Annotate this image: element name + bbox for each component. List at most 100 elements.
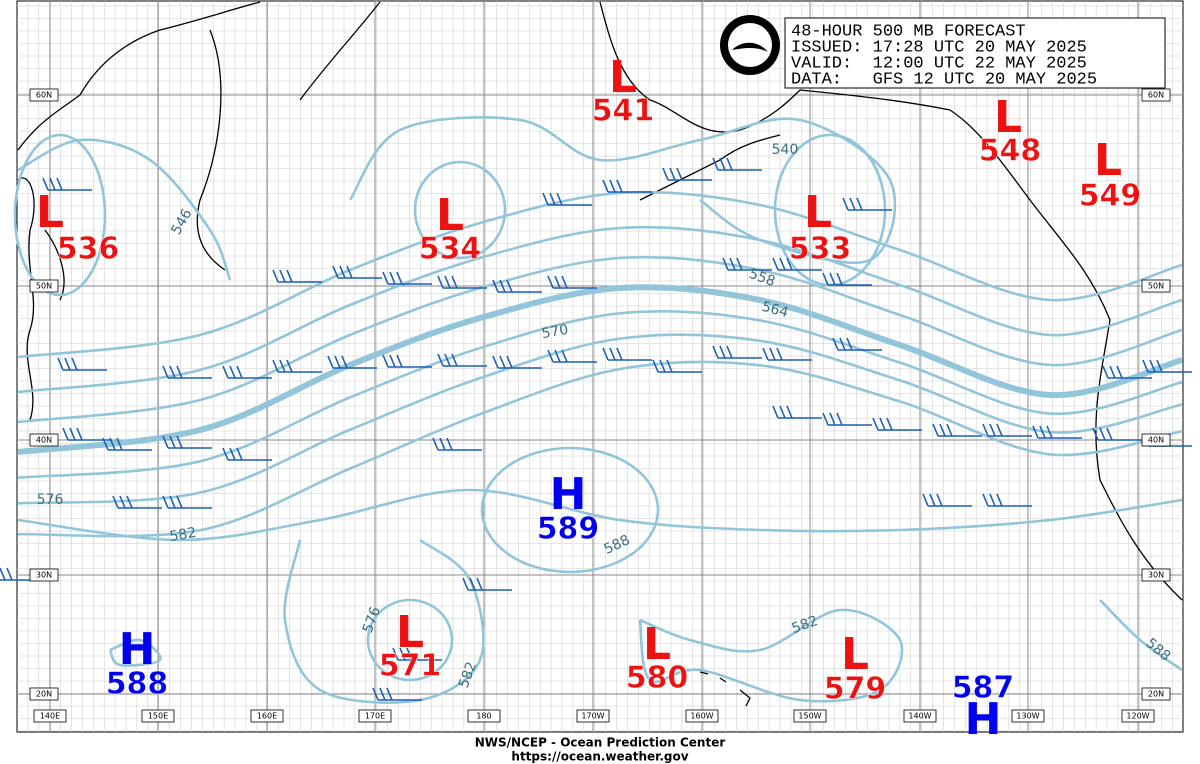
lat-label: 20N — [36, 690, 52, 699]
wind-barb — [772, 405, 822, 419]
lon-label-box — [685, 709, 719, 723]
lat-label: 60N — [36, 91, 52, 100]
wind-barb — [662, 167, 712, 181]
wind-barb — [327, 355, 377, 369]
wind-barb — [652, 359, 702, 373]
wind-barb — [42, 177, 92, 191]
center-value: 588 — [106, 667, 169, 702]
header-issued: ISSUED: 17:28 UTC 20 MAY 2025 — [791, 38, 1087, 57]
lon-label-box — [250, 709, 284, 723]
contour — [108, 638, 162, 667]
lat-label-box — [29, 568, 59, 582]
hawaii — [699, 671, 751, 707]
contour — [17, 333, 1183, 505]
lon-label-box — [1121, 709, 1155, 723]
center-value: 536 — [57, 232, 120, 267]
center-value: 541 — [592, 94, 655, 129]
lon-label-box — [467, 709, 501, 723]
lon-label-box — [903, 709, 937, 723]
center-letter: L — [643, 619, 671, 670]
wind-barb — [832, 337, 882, 351]
footer-agency: NWS/NCEP - Ocean Prediction Center — [475, 736, 726, 750]
lon-label: 180 — [476, 712, 491, 721]
contour — [480, 446, 660, 574]
lat-label-box — [1141, 88, 1171, 102]
lon-label-box — [358, 709, 392, 723]
wind-barb — [712, 345, 762, 359]
lat-label: 50N — [1148, 282, 1164, 291]
contour-label: 576 — [37, 492, 64, 508]
center-value: 533 — [789, 232, 852, 267]
wind-barb — [112, 495, 162, 509]
wind-barb — [822, 272, 872, 286]
contour — [17, 488, 1183, 542]
header-title: 48-HOUR 500 MB FORECAST — [791, 22, 1026, 41]
wind-barb — [722, 257, 772, 271]
wind-barb — [102, 437, 152, 451]
wind-barb — [1092, 427, 1142, 441]
wind-barb — [1032, 425, 1082, 439]
center-letter: L — [804, 187, 832, 238]
wind-barb — [492, 279, 542, 293]
lon-label: 170W — [581, 712, 604, 721]
grid — [17, 1, 1183, 732]
footer-url: https://ocean.weather.gov — [511, 750, 688, 764]
wind-barb — [547, 275, 597, 289]
wind-barb — [842, 197, 892, 211]
lat-label-box — [29, 279, 59, 293]
lat-label-box — [1141, 568, 1171, 582]
wind-barb — [162, 495, 212, 509]
contour — [1099, 599, 1183, 672]
lon-label: 140W — [908, 712, 931, 721]
wind-barb — [712, 157, 762, 171]
wind-barb — [392, 647, 442, 661]
wind-barb — [762, 347, 812, 361]
lon-label: 130W — [1016, 712, 1039, 721]
wind-barb — [382, 354, 432, 368]
contour — [17, 255, 1183, 424]
wind-barb — [547, 349, 597, 363]
lon-label: 170E — [365, 712, 385, 721]
wind-barb — [492, 355, 542, 369]
wind-barb — [162, 365, 212, 379]
contour-label: 540 — [772, 142, 799, 158]
lon-label-box — [576, 709, 610, 723]
wind-barb — [772, 257, 822, 271]
lat-label-box — [29, 687, 59, 701]
lon-label: 140E — [40, 712, 60, 721]
lon-label-box — [141, 709, 175, 723]
lat-label: 20N — [1148, 690, 1164, 699]
wind-barb — [982, 423, 1032, 437]
contour — [17, 190, 1183, 359]
center-letter: L — [396, 607, 424, 658]
center-letter: L — [609, 52, 637, 103]
center-letter: L — [1094, 135, 1122, 186]
contour — [17, 138, 232, 281]
wind-barb — [382, 271, 432, 285]
center-letter: H — [550, 469, 587, 520]
wind-barb — [0, 567, 42, 581]
wind-barb — [922, 493, 972, 507]
center-letter: L — [436, 190, 464, 241]
center-letter: L — [994, 92, 1022, 143]
wind-barb — [462, 577, 512, 591]
wind-barb — [272, 269, 322, 283]
wind-barb — [332, 265, 382, 279]
lon-label: 160E — [257, 712, 277, 721]
wind-barb — [222, 365, 272, 379]
lon-label-box — [1011, 709, 1045, 723]
center-letter: L — [36, 187, 64, 238]
center-value: 589 — [537, 512, 600, 547]
contour — [17, 309, 1183, 479]
contour-label: 570 — [540, 322, 569, 342]
wind-barb — [1102, 365, 1152, 379]
wind-barb — [57, 357, 107, 371]
wind-barb — [437, 353, 487, 367]
center-value: 579 — [824, 672, 887, 707]
contour — [366, 598, 454, 682]
lat-label: 60N — [1148, 91, 1164, 100]
wind-barb — [822, 412, 872, 426]
wind-barb — [222, 447, 272, 461]
